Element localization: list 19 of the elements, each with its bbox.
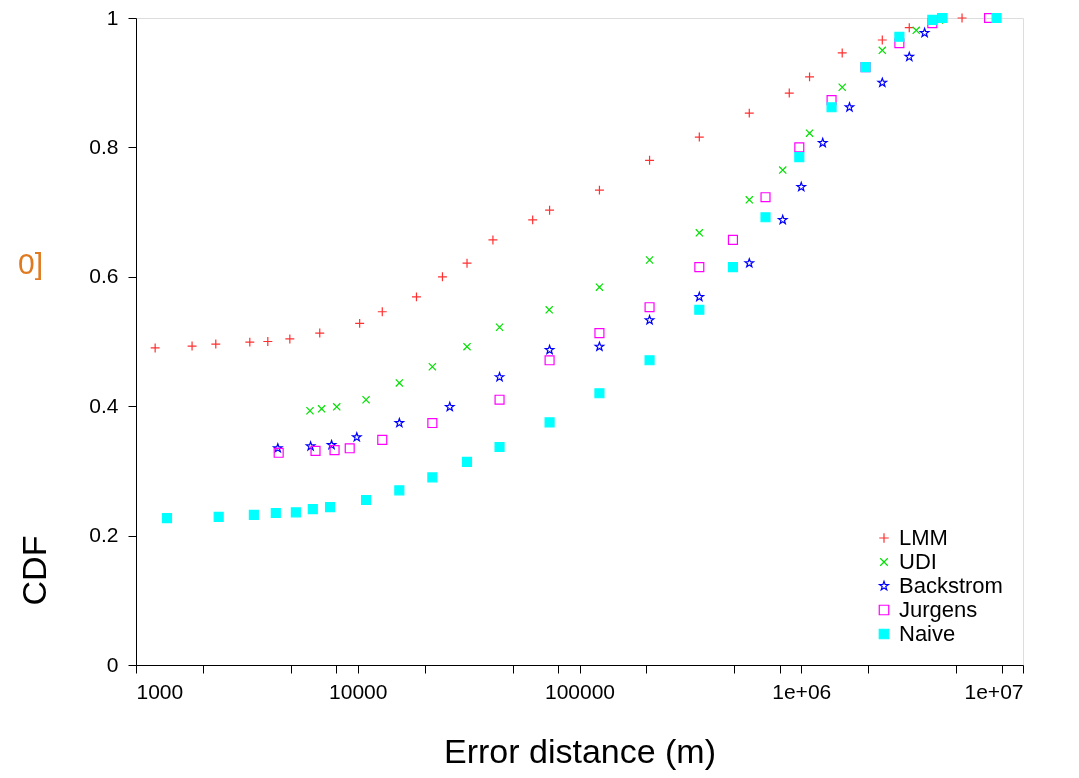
legend-label: Jurgens <box>899 597 978 622</box>
x-tick-label: 1e+07 <box>964 679 1024 703</box>
x-axis-title: Error distance (m) <box>443 731 717 770</box>
x-tick-label: 100000 <box>544 679 616 703</box>
y-tick-label: 0 <box>106 652 119 676</box>
x-tick-label: 10000 <box>329 679 388 703</box>
y-tick-label: 0.4 <box>89 393 119 417</box>
y-tick-label: 1 <box>106 5 119 29</box>
x-tick-label: 1e+06 <box>772 679 832 703</box>
legend-label: LMM <box>899 525 948 550</box>
legend-label: UDI <box>899 549 937 574</box>
legend-label: Backstrom <box>899 573 1003 598</box>
y-tick-label: 0.6 <box>89 264 119 288</box>
x-tick-label: 1000 <box>136 679 184 703</box>
y-tick-label: 0.8 <box>89 134 119 158</box>
y-tick-label: 0.2 <box>89 523 119 547</box>
y-axis-title: CDF <box>14 535 53 606</box>
legend-label: Naive <box>899 621 956 646</box>
text: 0] <box>18 247 44 280</box>
